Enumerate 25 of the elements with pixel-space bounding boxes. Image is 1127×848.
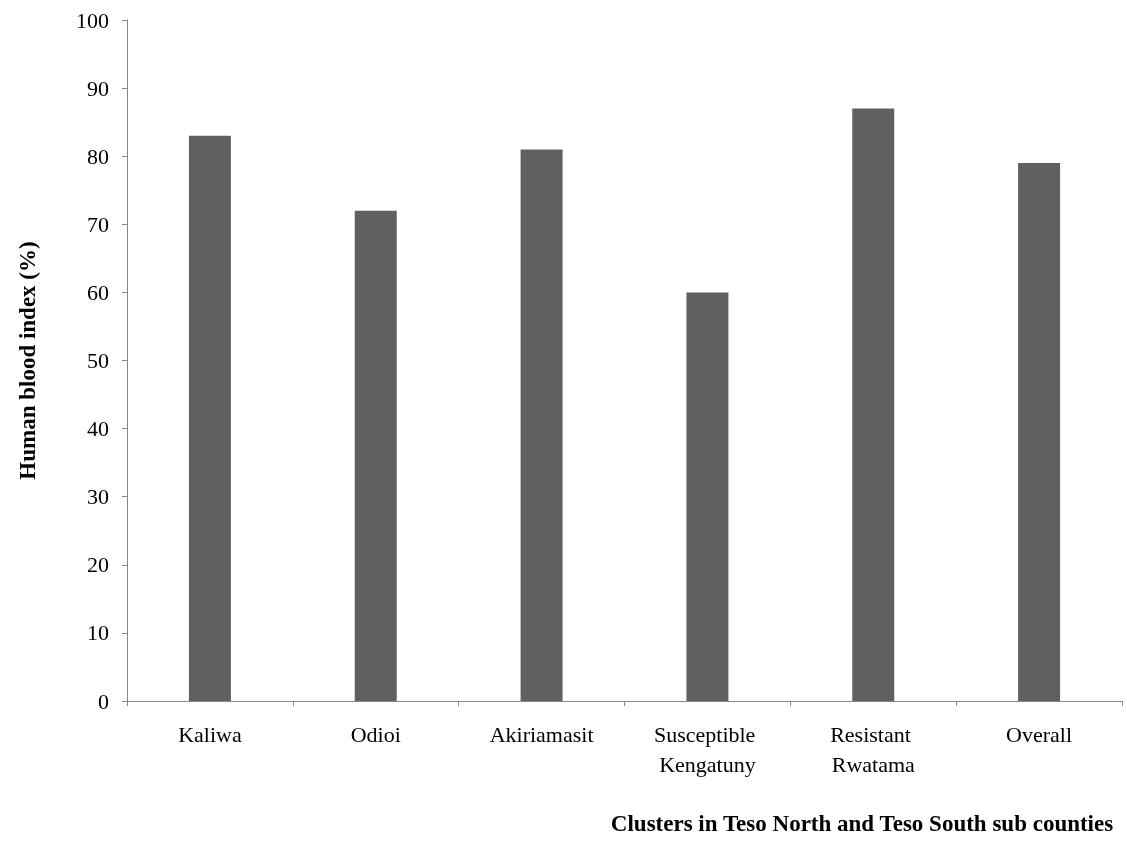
bar [852, 108, 895, 701]
y-tick-label: 0 [98, 688, 109, 714]
y-tick-label: 70 [87, 211, 109, 237]
x-tick-label: Akiriamasit [489, 721, 594, 747]
x-tick-label: Susceptible Kengatuny [653, 721, 761, 777]
y-axis-title: Human blood index (%) [15, 241, 40, 480]
y-tick-label: 40 [87, 416, 109, 442]
y-tick-label: 10 [87, 620, 109, 646]
bar [354, 210, 397, 701]
y-tick-label: 50 [87, 348, 109, 373]
y-tick-label: 20 [87, 552, 109, 578]
x-tick-label: Odioi [350, 721, 401, 747]
x-tick-label: Resistant Rwatama [830, 721, 917, 777]
y-tick-label: 30 [87, 484, 109, 510]
y-tick-label: 60 [87, 279, 109, 305]
bar [1018, 163, 1061, 701]
bar [188, 135, 231, 701]
y-tick-label: 90 [87, 75, 109, 101]
y-tick-label: 100 [76, 7, 109, 33]
bar [686, 292, 729, 701]
y-tick-label: 80 [87, 143, 109, 169]
x-axis-title: Clusters in Teso North and Teso South sub counties [610, 811, 1114, 836]
x-tick-label: Overall [1006, 721, 1073, 747]
bar [520, 149, 563, 701]
x-tick-label: Kaliwa [178, 721, 242, 747]
